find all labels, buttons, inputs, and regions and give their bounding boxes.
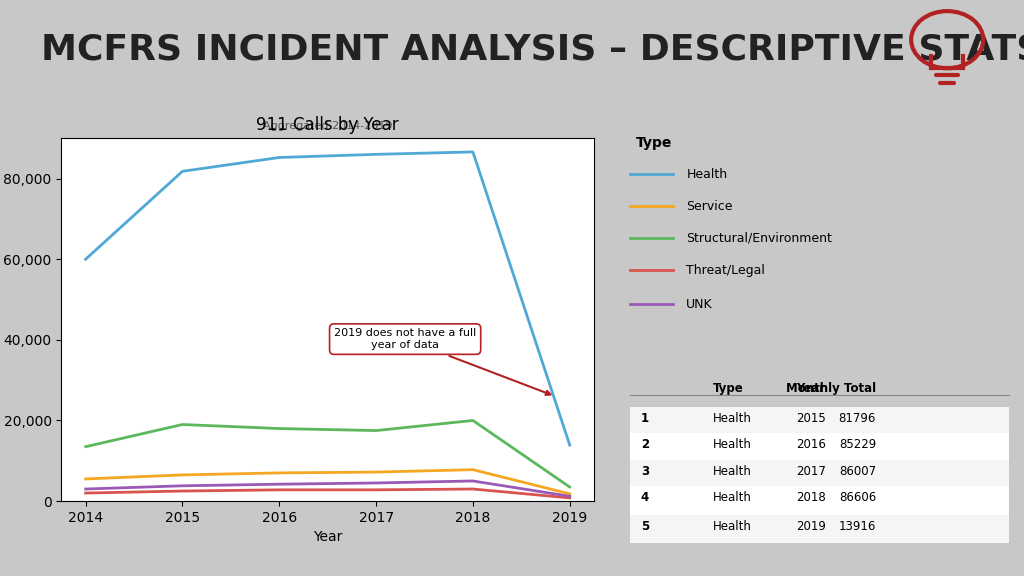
Text: 2016: 2016 <box>797 438 826 451</box>
Text: Type: Type <box>713 382 743 395</box>
Health <box>563 442 575 449</box>
Text: 13916: 13916 <box>839 520 876 533</box>
Text: Health: Health <box>713 465 752 478</box>
UNK <box>176 482 188 489</box>
Text: 2017: 2017 <box>797 465 826 478</box>
Line: Health: Health <box>86 152 569 445</box>
Text: MCFRS INCIDENT ANALYSIS – DESCRIPTIVE STATS: MCFRS INCIDENT ANALYSIS – DESCRIPTIVE ST… <box>41 33 1024 67</box>
FancyBboxPatch shape <box>630 407 1009 435</box>
Text: 2018: 2018 <box>797 491 826 505</box>
Health <box>273 154 286 161</box>
Health <box>370 151 382 158</box>
Text: 81796: 81796 <box>839 411 876 425</box>
Threat/Legal <box>563 494 575 501</box>
Health <box>467 149 479 156</box>
Structural/Environment <box>176 421 188 428</box>
Structural/Environment <box>273 425 286 432</box>
Text: 86606: 86606 <box>839 491 876 505</box>
Threat/Legal <box>80 490 92 497</box>
Text: 5: 5 <box>641 520 649 533</box>
Text: Type: Type <box>636 136 672 150</box>
Text: Year: Year <box>797 382 825 395</box>
Title: 911 Calls by Year: 911 Calls by Year <box>256 116 399 134</box>
Text: Health: Health <box>713 438 752 451</box>
Service <box>563 490 575 497</box>
Service <box>176 471 188 478</box>
Text: Service: Service <box>686 200 733 213</box>
Health <box>80 256 92 263</box>
Text: 1: 1 <box>641 411 649 425</box>
X-axis label: Year: Year <box>313 530 342 544</box>
UNK <box>563 493 575 500</box>
Text: 85229: 85229 <box>839 438 876 451</box>
Structural/Environment <box>467 417 479 424</box>
Text: 2019 does not have a full
year of data: 2019 does not have a full year of data <box>334 328 551 395</box>
Structural/Environment <box>563 484 575 491</box>
Text: 2015: 2015 <box>797 411 826 425</box>
UNK <box>80 486 92 492</box>
Service <box>370 469 382 476</box>
Line: UNK: UNK <box>86 481 569 497</box>
Text: 86007: 86007 <box>839 465 876 478</box>
Health <box>176 168 188 175</box>
Threat/Legal <box>273 486 286 493</box>
Line: Threat/Legal: Threat/Legal <box>86 489 569 498</box>
Text: 3: 3 <box>641 465 649 478</box>
Text: Health: Health <box>713 411 752 425</box>
FancyBboxPatch shape <box>630 486 1009 515</box>
UNK <box>273 481 286 488</box>
Text: Health: Health <box>686 168 727 181</box>
Line: Structural/Environment: Structural/Environment <box>86 420 569 487</box>
FancyBboxPatch shape <box>630 515 1009 544</box>
Text: 4: 4 <box>641 491 649 505</box>
Text: Health: Health <box>713 520 752 533</box>
Structural/Environment <box>80 444 92 450</box>
UNK <box>370 479 382 486</box>
Line: Service: Service <box>86 469 569 494</box>
Text: 2: 2 <box>641 438 649 451</box>
Text: Monthly Total: Monthly Total <box>785 382 876 395</box>
UNK <box>467 478 479 484</box>
Structural/Environment <box>370 427 382 434</box>
Threat/Legal <box>176 487 188 494</box>
Threat/Legal <box>467 486 479 492</box>
FancyBboxPatch shape <box>630 433 1009 462</box>
Text: Aggregated 2014-2019: Aggregated 2014-2019 <box>263 121 392 131</box>
Text: Health: Health <box>713 491 752 505</box>
Threat/Legal <box>370 486 382 493</box>
Service <box>273 469 286 476</box>
Text: Threat/Legal: Threat/Legal <box>686 264 765 276</box>
Service <box>80 476 92 483</box>
Service <box>467 466 479 473</box>
Text: Structural/Environment: Structural/Environment <box>686 232 833 245</box>
FancyBboxPatch shape <box>630 460 1009 488</box>
Text: 2019: 2019 <box>797 520 826 533</box>
Text: UNK: UNK <box>686 298 713 310</box>
